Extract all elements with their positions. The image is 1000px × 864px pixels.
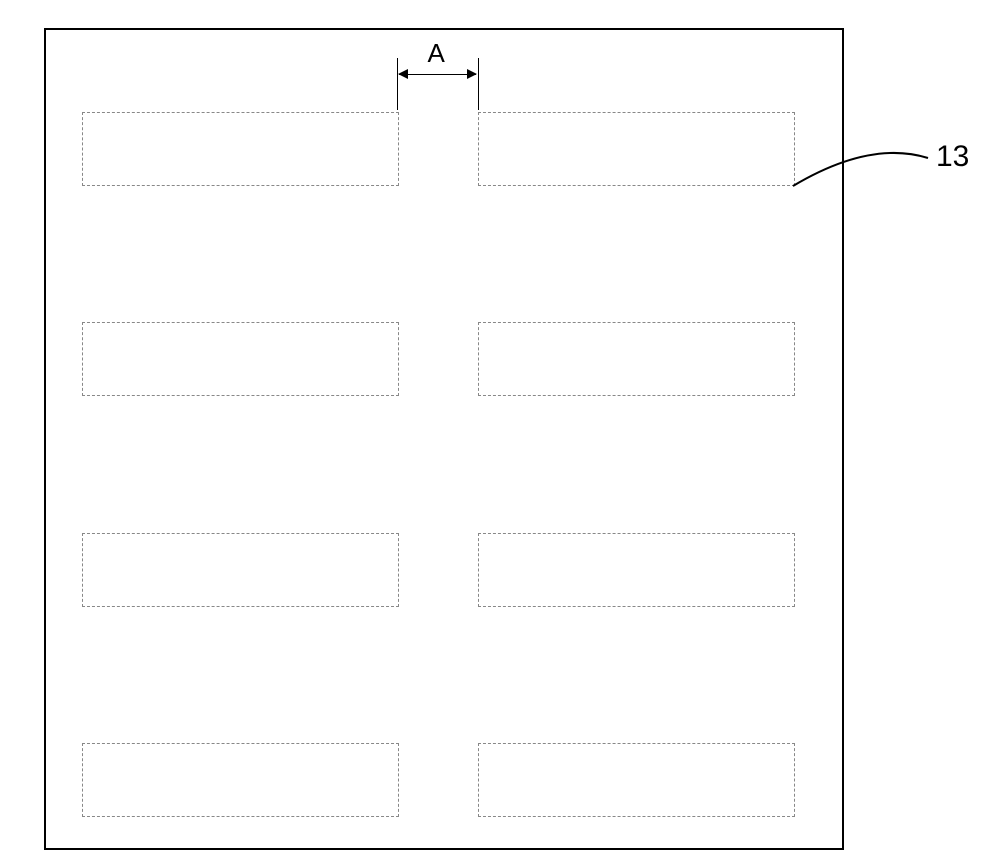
region-r2c2 bbox=[478, 322, 795, 396]
region-r1c2 bbox=[478, 112, 795, 186]
dimension-label: A bbox=[428, 38, 445, 69]
region-r3c2 bbox=[478, 533, 795, 607]
dimension-arrow-right-icon bbox=[467, 69, 477, 79]
region-r1c1 bbox=[82, 112, 399, 186]
region-r4c2 bbox=[478, 743, 795, 817]
dimension-arrow-left-icon bbox=[398, 69, 408, 79]
dimension-tick-left bbox=[397, 58, 398, 110]
dimension-line bbox=[399, 74, 476, 75]
region-r2c1 bbox=[82, 322, 399, 396]
region-r3c1 bbox=[82, 533, 399, 607]
region-r4c1 bbox=[82, 743, 399, 817]
diagram-canvas: A 13 bbox=[0, 0, 1000, 864]
reference-label: 13 bbox=[936, 140, 969, 174]
dimension-tick-right bbox=[478, 58, 479, 110]
